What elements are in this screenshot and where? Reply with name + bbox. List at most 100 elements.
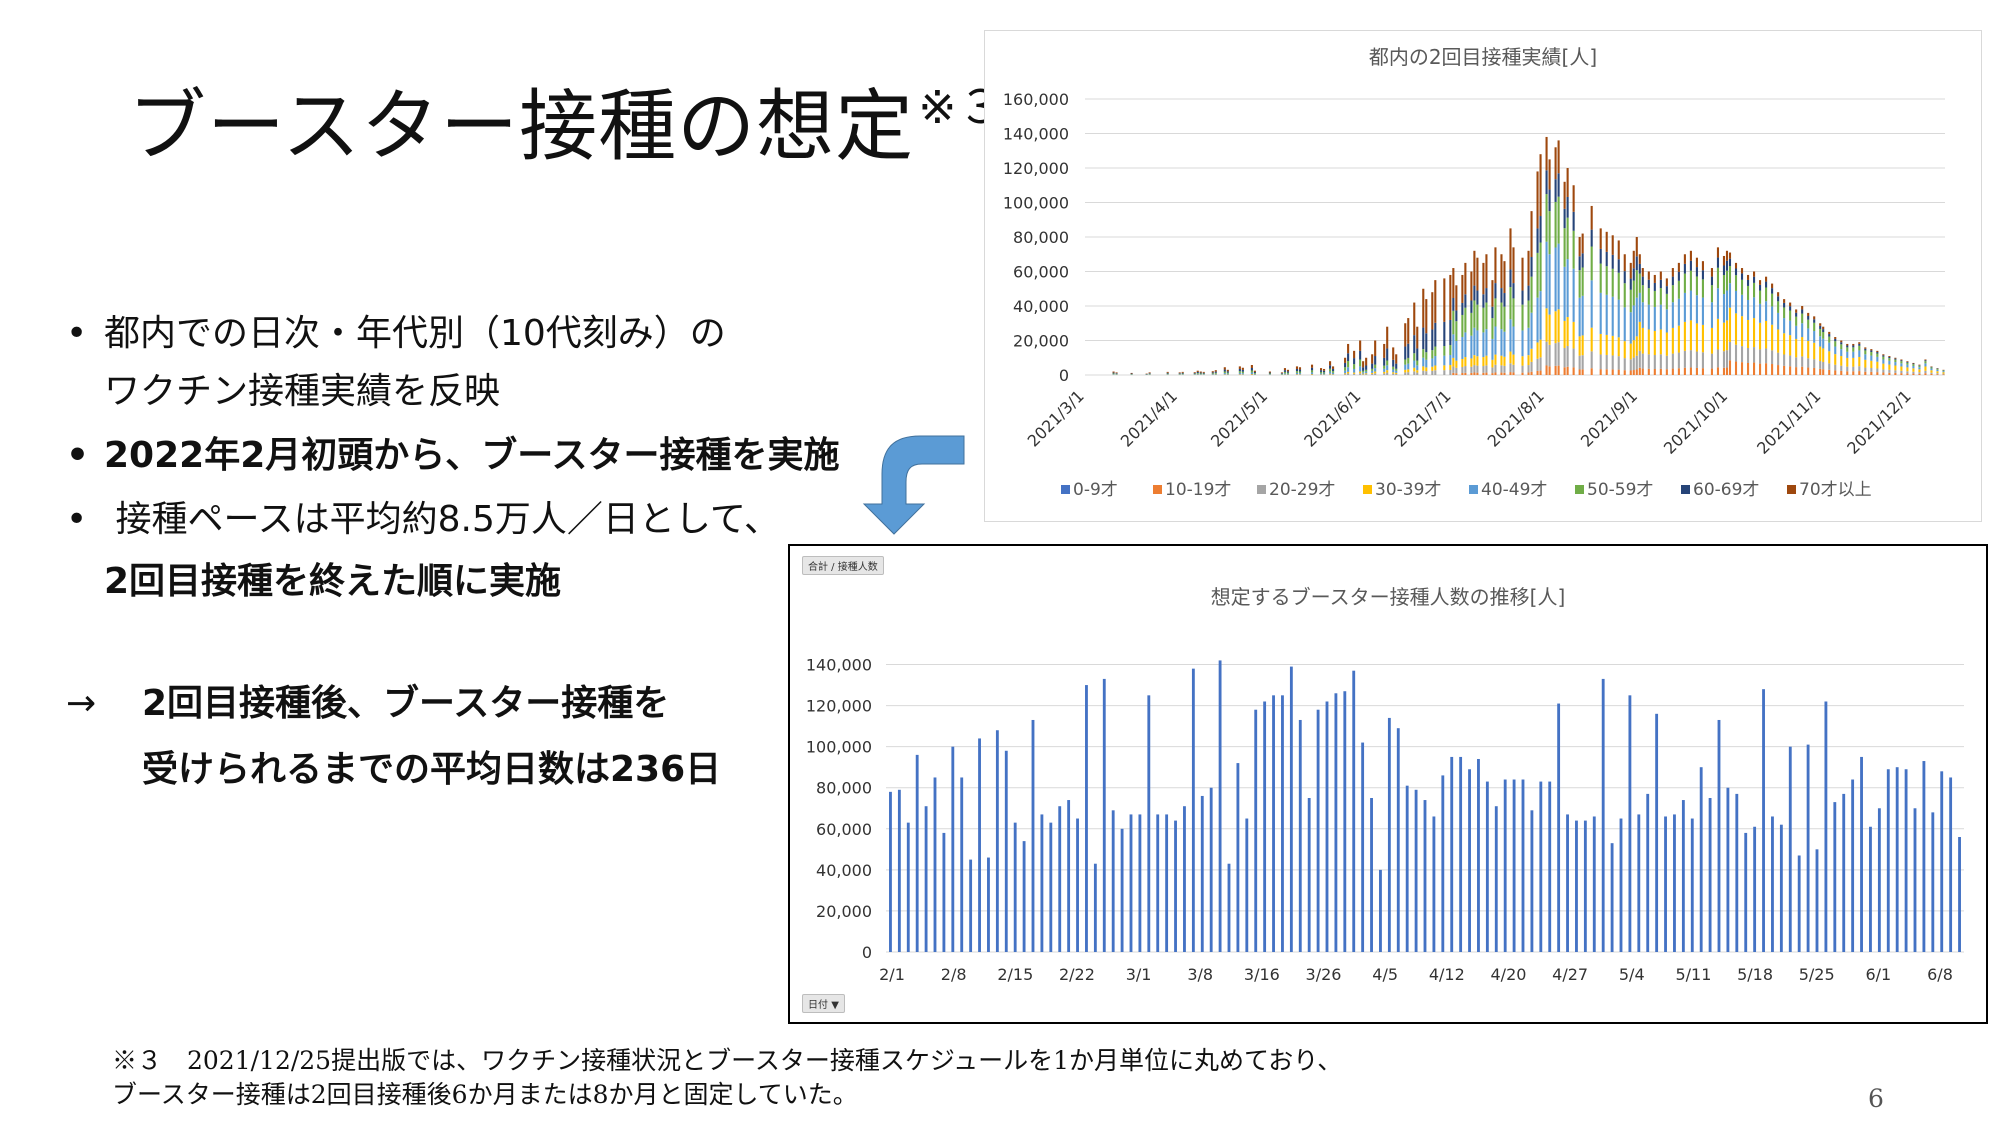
bar-segment <box>1148 373 1151 374</box>
bar-segment <box>1226 372 1229 374</box>
bar-segment <box>1548 159 1551 190</box>
bar-segment <box>1629 262 1632 279</box>
bar <box>1494 806 1498 952</box>
bar-segment <box>1443 321 1446 347</box>
dropdown-chevron-icon[interactable]: ▼ <box>831 1000 839 1011</box>
bar-segment <box>1722 255 1726 266</box>
bar-segment <box>1590 229 1593 247</box>
y-tick-label: 80,000 <box>816 779 872 798</box>
bar <box>1236 763 1240 952</box>
bar-segment <box>1728 307 1732 342</box>
bar-segment <box>1578 297 1581 337</box>
bar-segment <box>1611 369 1614 375</box>
bar-segment <box>1332 371 1335 373</box>
bar <box>1414 789 1418 952</box>
bar-segment <box>1819 328 1822 337</box>
bar-segment <box>1683 273 1686 293</box>
bar-segment <box>1353 364 1356 369</box>
bar-segment <box>1461 314 1464 337</box>
y-tick-label: 20,000 <box>816 902 872 921</box>
bar-segment <box>1759 322 1762 350</box>
bar <box>1200 795 1204 952</box>
bar-segment <box>1599 333 1602 355</box>
bar-segment <box>1395 368 1398 371</box>
bar-segment <box>1771 350 1774 365</box>
category-field-button[interactable]: 日付 ▼ <box>802 994 845 1013</box>
bar-segment <box>1491 359 1494 368</box>
bar-segment <box>1638 350 1641 368</box>
chart-second-dose-results: 都内の2回目接種実績[人] 0 20,000 40,000 60,000 80,000 10… <box>984 30 1982 522</box>
bar-segment <box>1527 355 1530 366</box>
bar <box>1111 810 1115 952</box>
x-tick-label: 2/8 <box>941 965 967 984</box>
bar-segment <box>1578 270 1581 298</box>
bar-segment <box>1728 258 1732 266</box>
x-tick-label: 3/16 <box>1244 965 1280 984</box>
bar-segment <box>1599 263 1602 293</box>
y-tick-label: 40,000 <box>1013 297 1069 316</box>
bar-segment <box>1425 367 1428 372</box>
bar-segment <box>1795 312 1798 317</box>
bar <box>1307 798 1311 952</box>
bar-segment <box>1310 372 1314 374</box>
bar-segment <box>1795 316 1798 326</box>
bar <box>1218 660 1222 952</box>
bar-segment <box>1476 290 1479 305</box>
bar-segment <box>1268 373 1271 375</box>
bar-segment <box>1539 357 1542 371</box>
bar-segment <box>1371 363 1374 369</box>
bar <box>1744 832 1748 952</box>
bar-segment <box>1795 357 1798 368</box>
bar-segment <box>1599 354 1602 370</box>
bar-segment <box>1539 291 1542 340</box>
bar-segment <box>1557 309 1560 343</box>
bar-segment <box>1395 373 1398 375</box>
bar-segment <box>1359 366 1362 372</box>
bar-segment <box>1521 290 1524 305</box>
bar <box>1316 709 1320 952</box>
bar-segment <box>1677 368 1680 375</box>
y-tick-label: 100,000 <box>806 738 872 757</box>
bar-segment <box>1482 307 1485 333</box>
bar-segment <box>1572 321 1575 349</box>
bar-segment <box>1689 320 1692 351</box>
bar-segment <box>1431 366 1434 371</box>
bar-segment <box>1740 362 1744 375</box>
bar-segment <box>1659 329 1662 355</box>
bar <box>969 859 973 952</box>
bar-segment <box>1611 296 1614 336</box>
bar <box>1575 820 1578 952</box>
bar-segment <box>1491 280 1494 307</box>
bar <box>1085 685 1088 952</box>
bar-segment <box>1918 369 1921 373</box>
bar <box>1851 779 1855 952</box>
bar-segment <box>1371 368 1374 371</box>
bar <box>1904 769 1908 952</box>
bar-segment <box>1449 365 1452 370</box>
bar-segment <box>1725 290 1729 321</box>
bar-segment <box>1464 294 1467 308</box>
bar-segment <box>1527 365 1530 373</box>
bar-segment <box>1199 374 1202 375</box>
bar-segment <box>1846 371 1849 375</box>
bar-segment <box>1635 369 1638 375</box>
bar-segment <box>1852 371 1855 375</box>
bar-segment <box>1112 373 1115 375</box>
bar-segment <box>1491 306 1494 319</box>
value-field-button[interactable]: 合計 / 接種人数 <box>802 556 884 575</box>
bar-segment <box>1641 276 1644 286</box>
bar-segment <box>1482 357 1485 367</box>
bar-segment <box>1822 326 1825 330</box>
chart2-title: 想定するブースター接種人数の推移[人] <box>1211 585 1566 609</box>
bar-segment <box>1413 335 1416 354</box>
bar-segment <box>1413 371 1416 375</box>
bar-segment <box>1461 336 1464 359</box>
bar <box>1860 756 1863 952</box>
bar-segment <box>1746 299 1750 320</box>
bar-segment <box>1894 357 1897 359</box>
bar-segment <box>1199 372 1202 374</box>
bar-segment <box>1590 246 1593 281</box>
bar <box>1717 719 1721 952</box>
bar-segment <box>1653 282 1656 291</box>
bar <box>1343 691 1347 952</box>
